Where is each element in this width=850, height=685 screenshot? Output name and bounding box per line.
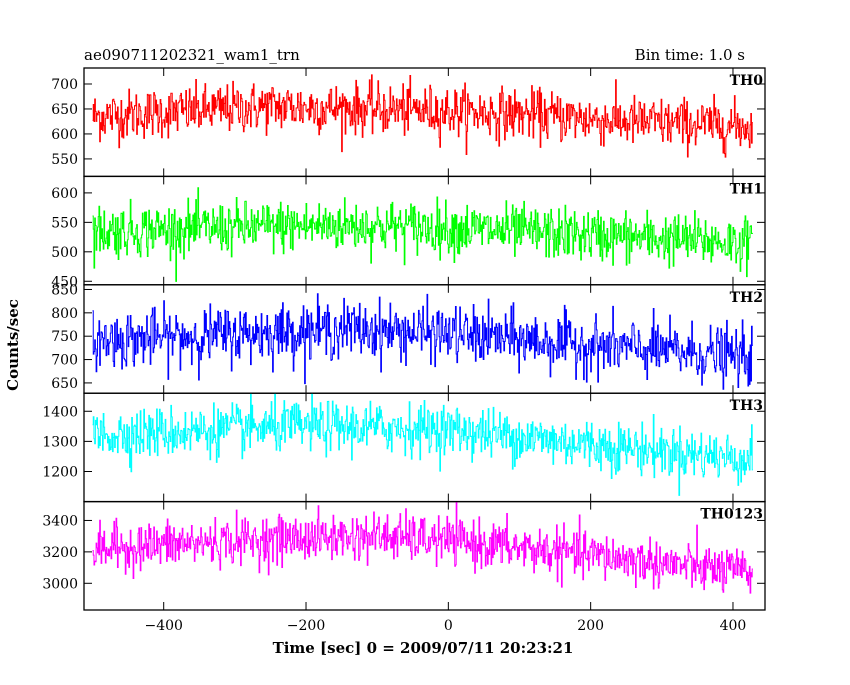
y-tick-label: 3200 (42, 545, 78, 561)
y-axis-label: Counts/sec (4, 299, 22, 391)
y-tick-label: 500 (51, 245, 78, 261)
panels: 550 600 650 700 TH0 450 500 550 600 TH1 650 700 750 8… (42, 67, 766, 634)
y-tick-label: 3400 (42, 513, 78, 529)
x-tick-label: 200 (577, 618, 604, 634)
series-label-th1: TH1 (730, 181, 763, 197)
x-axis-label: Time [sec] 0 = 2009/07/11 20:23:21 (273, 639, 574, 657)
y-tick-label: 1300 (42, 434, 78, 450)
series-line-th3 (92, 393, 753, 496)
y-tick-label: 3000 (42, 576, 78, 592)
y-tick-label: 700 (51, 77, 78, 93)
y-tick-label: 700 (51, 353, 78, 369)
y-tick-label: 800 (51, 306, 78, 322)
series-label-th0: TH0 (730, 73, 764, 89)
y-tick-label: 450 (51, 274, 78, 290)
x-tick-label: −200 (287, 618, 325, 634)
y-tick-label: 850 (51, 282, 78, 298)
y-tick-label: 550 (51, 152, 78, 168)
x-tick-label: 0 (444, 618, 453, 634)
y-tick-label: 650 (51, 376, 78, 392)
y-tick-label: 600 (51, 186, 78, 202)
x-tick-label: 400 (720, 618, 747, 634)
series-line-th1 (92, 187, 753, 282)
series-label-th2: TH2 (730, 290, 763, 306)
y-tick-label: 1200 (42, 464, 78, 480)
chart-title: ae090711202321_wam1_trn (84, 46, 300, 64)
y-tick-label: 550 (51, 215, 78, 231)
panel-frame-th0123 (83, 500, 766, 611)
series-label-th0123: TH0123 (700, 507, 763, 523)
bin-time-label: Bin time: 1.0 s (635, 46, 745, 64)
x-tick-label: −400 (144, 618, 182, 634)
y-tick-label: 650 (51, 102, 78, 118)
y-tick-label: 750 (51, 329, 78, 345)
y-tick-label: 1400 (42, 404, 78, 420)
series-line-th2 (92, 293, 753, 390)
y-tick-label: 600 (51, 127, 78, 143)
series-line-th0 (92, 74, 753, 158)
series-label-th3: TH3 (730, 398, 763, 414)
series-line-th0123 (92, 501, 753, 594)
